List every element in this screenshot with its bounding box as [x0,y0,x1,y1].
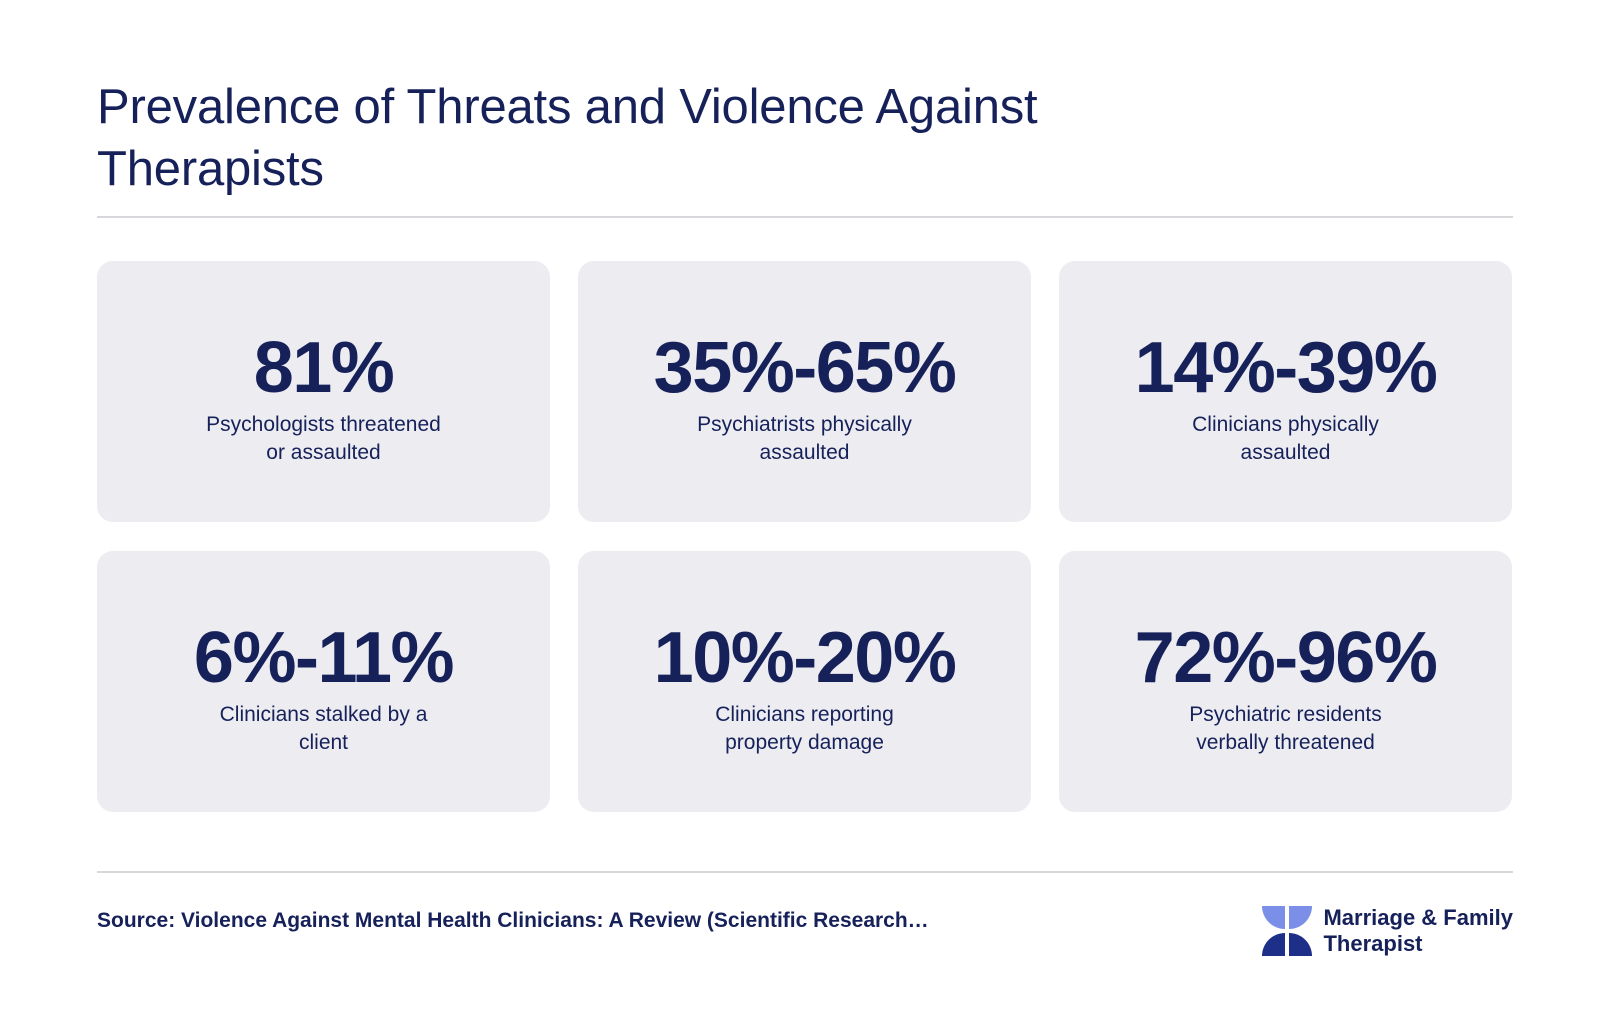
stat-description-line: property damage [725,731,884,754]
stat-card-property-damage: 10%-20% Clinicians reporting property dam… [578,551,1031,812]
stat-description: Psychiatric residents verbally threatened [1156,701,1416,757]
stat-card-psychologists: 81% Psychologists threatened or assaulted [97,261,550,522]
brand-name-line: Marriage & Family [1323,905,1513,930]
stat-description: Clinicians physically assaulted [1156,411,1416,467]
brand-mark: Marriage & Family Therapist [1260,904,1513,958]
stat-card-psychiatrists: 35%-65% Psychiatrists physically assaulte… [578,261,1031,522]
stat-value: 35%-65% [653,328,957,408]
stat-value: 6%-11% [193,618,455,698]
stat-description: Psychiatrists physically assaulted [675,411,935,467]
stats-grid: 81% Psychologists threatened or assaulted… [97,261,1513,812]
stat-value: 14%-39% [1134,328,1438,408]
stat-description-line: Psychiatric residents [1189,703,1382,726]
stat-description-line: or assaulted [266,441,381,464]
stat-description-line: assaulted [759,441,850,464]
stat-description-line: Psychiatrists physically [697,413,912,436]
stat-description: Clinicians reporting property damage [675,701,935,757]
stat-description-line: Psychologists threatened [206,413,441,436]
source-citation: Source: Violence Against Mental Health C… [97,909,929,932]
stat-description-line: client [298,731,349,754]
stat-description-line: verbally threatened [1196,731,1375,754]
stat-description-line: Clinicians stalked by a [219,703,428,726]
stat-card-psychiatric-residents: 72%-96% Psychiatric residents verbally th… [1059,551,1512,812]
stat-description-line: assaulted [1240,441,1331,464]
stat-card-clinicians-assaulted: 14%-39% Clinicians physically assaulted [1059,261,1512,522]
brand-name: Marriage & Family Therapist [1323,905,1513,957]
top-divider [97,216,1513,218]
infographic: Prevalence of Threats and Violence Again… [97,0,1513,1028]
stat-value: 10%-20% [653,618,957,698]
stat-description-line: Clinicians physically [1192,413,1379,436]
stat-value: 72%-96% [1134,618,1438,698]
bottom-divider [97,871,1513,873]
page-title: Prevalence of Threats and Violence Again… [97,80,1038,196]
stat-description: Psychologists threatened or assaulted [194,411,454,467]
stat-value: 81% [253,328,395,408]
pinwheel-logo-icon [1262,906,1313,956]
stat-description-line: Clinicians reporting [715,703,894,726]
stat-card-clinicians-stalked: 6%-11% Clinicians stalked by a client [97,551,550,812]
brand-name-line: Therapist [1323,931,1423,956]
stat-description: Clinicians stalked by a client [194,701,454,757]
